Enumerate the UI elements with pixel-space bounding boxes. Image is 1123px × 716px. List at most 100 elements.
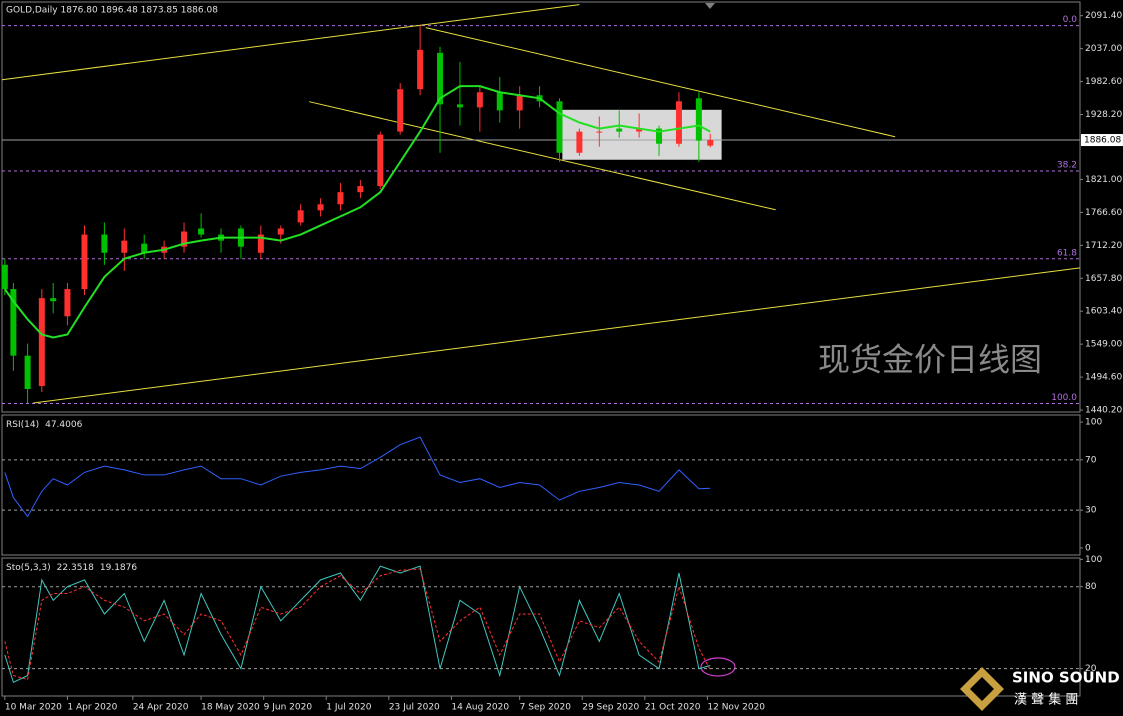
candle-body (101, 234, 108, 253)
shift-marker (705, 3, 715, 9)
candle-body (38, 298, 45, 386)
y-tick-label: 1494.60 (1085, 373, 1122, 383)
candle-body (616, 128, 623, 132)
candle-body (181, 231, 188, 247)
main-title: GOLD,Daily 1876.80 1896.48 1873.85 1886.… (6, 6, 218, 16)
indicator-line (4, 436, 711, 518)
trendline (309, 101, 776, 211)
fib-label: 100.0 (1051, 393, 1077, 403)
logo: SINO SOUND 漢 聲 集 團 (960, 667, 1120, 711)
candle-body (636, 128, 643, 132)
trendline (1, 4, 580, 81)
candle-body (64, 289, 71, 317)
y-tick-label: 0 (1085, 543, 1091, 553)
y-tick-label: 100 (1085, 555, 1102, 565)
x-tick-label: 1 Apr 2020 (67, 703, 117, 713)
panel-value: 19.1876 (100, 563, 137, 573)
candle-body (357, 186, 364, 193)
candle-body (297, 210, 304, 223)
y-tick-label: 1766.60 (1085, 208, 1122, 218)
trendline (33, 267, 1081, 404)
x-tick-label: 24 Apr 2020 (133, 703, 189, 713)
last-price-box (1081, 134, 1123, 147)
panel-name: RSI(14) (6, 420, 39, 430)
y-tick-label: 30 (1085, 506, 1097, 516)
candle-body (707, 140, 714, 146)
candle-body (10, 289, 17, 356)
panel-title: Sto(5,3,3) 22.3518 19.1876 (6, 563, 137, 573)
y-tick-label: 1982.60 (1085, 77, 1122, 87)
x-tick-label: 7 Sep 2020 (520, 703, 572, 713)
y-tick-label: 1821.00 (1085, 175, 1122, 185)
candle-body (257, 234, 264, 253)
fib-label: 38.2 (1057, 160, 1077, 170)
trendline (425, 27, 896, 138)
y-tick-label: 1440.20 (1085, 406, 1122, 416)
y-tick-label: 1928.20 (1085, 110, 1122, 120)
watermark: 现货金价日线图 (818, 341, 1042, 379)
candle-body (437, 52, 444, 105)
x-tick-label: 12 Nov 2020 (707, 703, 765, 713)
x-tick-label: 18 May 2020 (201, 703, 260, 713)
panel-value: 47.4006 (45, 420, 82, 430)
range-box (562, 109, 722, 160)
y-tick-label: 1603.40 (1085, 307, 1122, 317)
candle-body (496, 92, 503, 111)
y-tick-label: 20 (1085, 664, 1097, 674)
candle-body (121, 240, 128, 253)
candle-body (397, 89, 404, 132)
candle-body (476, 92, 483, 108)
logo-subtitle: 漢 聲 集 團 (1014, 692, 1078, 708)
candle-body (516, 95, 523, 111)
x-tick-label: 10 Mar 2020 (5, 703, 62, 713)
y-tick-label: 1549.00 (1085, 340, 1122, 350)
candle-body (656, 128, 663, 144)
candle-body (317, 204, 324, 211)
candle-body (556, 101, 563, 153)
candle-body (675, 101, 682, 144)
candle-body (377, 134, 384, 187)
candle-body (596, 131, 603, 133)
x-tick-label: 21 Oct 2020 (645, 703, 701, 713)
fib-label: 61.8 (1057, 248, 1077, 258)
candle-body (1, 264, 8, 290)
candle-body (277, 228, 284, 235)
y-tick-label: 70 (1085, 455, 1097, 465)
y-tick-label: 80 (1085, 582, 1097, 592)
stoch-panel (1, 557, 1081, 697)
x-tick-label: 1 Jul 2020 (326, 703, 371, 713)
candle-body (141, 243, 148, 253)
x-tick-label: 29 Sep 2020 (582, 703, 639, 713)
main-panel (1, 1, 1081, 413)
x-tick-label: 14 Aug 2020 (451, 703, 509, 713)
indicator-line (4, 565, 711, 684)
y-tick-label: 100 (1085, 418, 1102, 428)
x-tick-label: 23 Jul 2020 (389, 703, 440, 713)
moving-average (4, 85, 711, 339)
fib-label: 0.0 (1063, 15, 1078, 25)
candle-body (198, 228, 205, 235)
y-tick-label: 2091.40 (1085, 11, 1122, 21)
logo-name: SINO SOUND (1012, 669, 1120, 687)
rsi-panel (1, 414, 1081, 556)
panel-value: 22.3518 (57, 563, 94, 573)
candle-body (337, 192, 344, 205)
panel-title: RSI(14) 47.4006 (6, 420, 83, 430)
y-tick-label: 1712.20 (1085, 241, 1122, 251)
highlight-ellipse (700, 657, 736, 677)
candle-body (456, 104, 463, 108)
y-tick-label: 1657.80 (1085, 274, 1122, 284)
last-price-label: 1886.08 (1084, 136, 1121, 146)
candle-body (576, 131, 583, 153)
candle-body (50, 298, 57, 302)
candle-body (81, 234, 88, 290)
y-tick-label: 2037.00 (1085, 44, 1122, 54)
x-tick-label: 9 Jun 2020 (264, 703, 313, 713)
candle-body (417, 49, 424, 90)
candle-body (695, 98, 702, 141)
panel-name: Sto(5,3,3) (6, 563, 51, 573)
logo-inner (970, 677, 994, 701)
candle-body (24, 355, 31, 389)
indicator-line (4, 568, 711, 681)
